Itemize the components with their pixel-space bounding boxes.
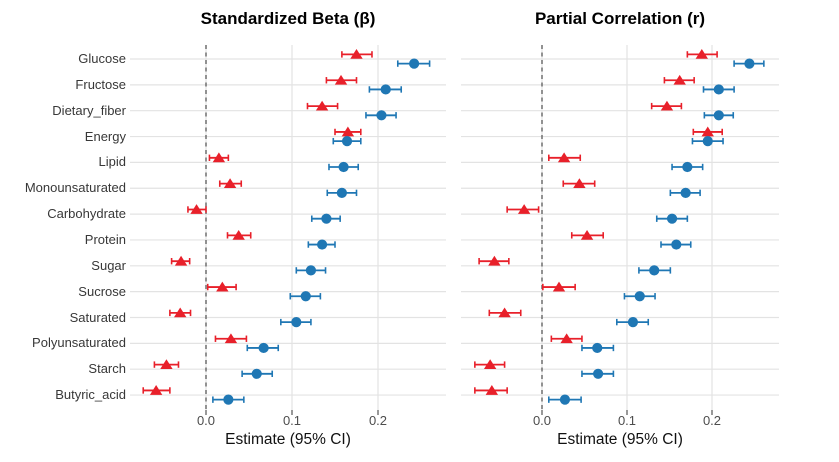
circle-marker xyxy=(409,58,420,69)
triangle-marker xyxy=(190,204,203,214)
circle-marker xyxy=(682,161,693,173)
circle-marker xyxy=(258,342,269,354)
triangle-marker xyxy=(673,74,686,85)
triangle-marker xyxy=(174,255,188,266)
circle-marker xyxy=(251,368,262,379)
circle-marker xyxy=(702,136,713,147)
circle-marker xyxy=(317,239,328,250)
panel-partial-correlation xyxy=(461,45,779,415)
triangle-marker xyxy=(232,229,245,240)
triangle-marker xyxy=(212,152,226,163)
triangle-marker xyxy=(149,385,163,395)
x-axis-title-right: Estimate (95% CI) xyxy=(557,431,683,448)
circle-marker xyxy=(559,394,571,405)
red-triangle-series xyxy=(474,49,724,395)
circle-marker xyxy=(321,213,332,224)
panel-title-partial-correlation: Partial Correlation (r) xyxy=(534,9,706,28)
triangle-marker xyxy=(216,281,229,292)
panel-title-standardized-beta: Standardized Beta (β) xyxy=(200,9,376,28)
triangle-marker xyxy=(350,49,363,59)
triangle-marker xyxy=(341,126,355,137)
triangle-marker xyxy=(224,333,238,344)
triangle-marker xyxy=(488,255,501,266)
triangle-marker xyxy=(160,359,173,369)
circle-marker xyxy=(338,161,349,173)
triangle-marker xyxy=(334,74,348,85)
circle-marker xyxy=(291,317,302,328)
circle-marker xyxy=(744,58,755,69)
circle-marker xyxy=(376,110,387,121)
triangle-marker xyxy=(580,229,594,240)
circle-marker xyxy=(592,342,603,354)
circle-marker xyxy=(627,317,639,328)
triangle-marker xyxy=(701,126,714,137)
triangle-marker xyxy=(557,152,571,163)
blue-circle-series xyxy=(547,58,765,405)
triangle-marker xyxy=(315,100,329,111)
x-axis-title-left: Estimate (95% CI) xyxy=(225,431,351,448)
circle-marker xyxy=(671,239,682,250)
triangle-marker xyxy=(517,204,531,214)
circle-marker xyxy=(336,187,347,198)
triangle-marker xyxy=(498,307,511,318)
circle-marker xyxy=(300,291,311,302)
triangle-marker xyxy=(174,307,187,318)
circle-marker xyxy=(713,84,724,95)
circle-marker xyxy=(649,265,660,276)
triangle-marker xyxy=(485,385,499,395)
circle-marker xyxy=(713,110,724,121)
circle-marker xyxy=(380,84,391,95)
triangle-marker xyxy=(483,359,497,369)
triangle-marker xyxy=(573,178,586,189)
circle-marker xyxy=(680,187,691,198)
triangle-marker xyxy=(660,100,674,111)
blue-circle-series xyxy=(212,58,431,405)
panel-standardized-beta xyxy=(130,45,446,415)
circle-marker xyxy=(305,265,317,276)
circle-marker xyxy=(341,136,353,147)
triangle-marker xyxy=(695,49,708,59)
circle-marker xyxy=(666,213,678,224)
circle-marker xyxy=(223,394,234,405)
circle-marker xyxy=(634,291,645,302)
red-triangle-series xyxy=(142,49,373,395)
triangle-marker xyxy=(552,281,566,292)
triangle-marker xyxy=(223,178,237,189)
triangle-marker xyxy=(560,333,573,344)
circle-marker xyxy=(593,368,604,379)
